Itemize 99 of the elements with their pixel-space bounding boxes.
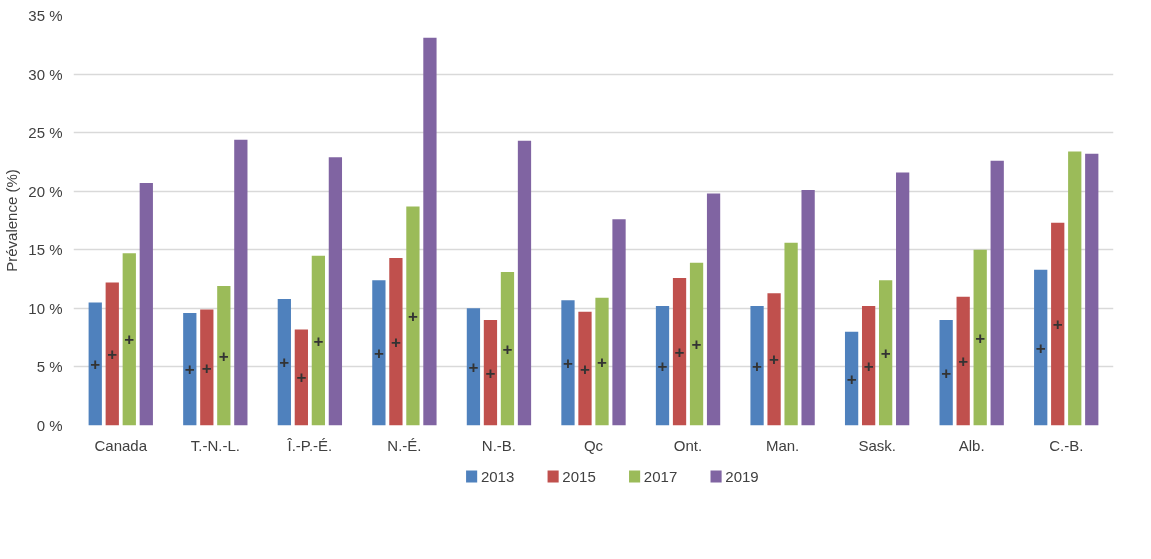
bar (1051, 222, 1065, 426)
bar (612, 219, 626, 426)
bar (423, 37, 437, 426)
bar (183, 313, 197, 426)
x-tick-label: Î.-P.-É. (286, 436, 333, 454)
bar (561, 300, 575, 426)
bar (122, 253, 136, 426)
data-label: + (563, 353, 574, 373)
bar (1034, 269, 1048, 426)
bar (801, 190, 815, 426)
y-tick-label: 15 % (28, 241, 63, 259)
bar (672, 277, 687, 426)
legend-label: 2017 (643, 467, 678, 485)
bar (861, 306, 876, 426)
bar (88, 302, 102, 426)
bar (466, 308, 481, 426)
y-tick-label: 10 % (28, 299, 63, 317)
x-tick-label: Canada (94, 436, 148, 454)
legend-label: 2019 (725, 467, 759, 485)
bar (372, 280, 386, 426)
x-tick-label: Sask. (858, 436, 896, 454)
data-label: + (958, 352, 969, 372)
data-label: + (941, 363, 952, 383)
data-label: + (597, 352, 608, 372)
x-tick-label: Man. (765, 436, 800, 454)
bar (389, 257, 403, 426)
data-label: + (580, 359, 591, 379)
data-label: + (201, 358, 212, 378)
bar (578, 311, 592, 426)
data-label: + (1035, 338, 1046, 358)
bar (217, 286, 231, 426)
data-label: + (468, 357, 479, 377)
bar (294, 329, 308, 426)
data-label: + (657, 356, 668, 376)
data-label: + (975, 328, 986, 348)
bar (973, 249, 987, 426)
data-label: + (218, 346, 229, 366)
bar (328, 157, 343, 426)
bar (483, 320, 498, 426)
bar (1085, 153, 1099, 426)
bar (234, 139, 248, 426)
data-label: + (373, 343, 384, 363)
bar (139, 183, 153, 426)
data-label: + (863, 356, 874, 376)
bar (105, 282, 119, 426)
bar (939, 320, 953, 426)
data-label: + (90, 355, 101, 374)
bar (990, 160, 1004, 426)
data-label: + (752, 356, 763, 376)
data-label: + (279, 353, 290, 373)
data-label: + (107, 345, 118, 365)
bar (767, 293, 781, 426)
legend-label: 2013 (480, 467, 515, 485)
bar (689, 262, 704, 426)
y-tick-label: 0 % (36, 417, 63, 434)
data-label: + (296, 368, 307, 388)
bar (277, 298, 291, 426)
bar (311, 255, 326, 426)
bar (595, 297, 609, 426)
y-tick-label: 35 % (28, 7, 63, 24)
x-tick-label: Alb. (958, 436, 985, 454)
bar (784, 242, 798, 426)
bar (655, 306, 670, 426)
bar (956, 296, 970, 426)
y-tick-label: 20 % (28, 182, 63, 200)
data-label: + (769, 350, 780, 370)
x-tick-label: C.-B. (1049, 436, 1084, 454)
y-axis-title: Prévalence (%) (3, 169, 21, 272)
data-label: + (485, 363, 496, 383)
x-tick-label: Ont. (673, 436, 703, 454)
data-label: + (691, 335, 702, 355)
data-label: + (407, 306, 418, 326)
bar (844, 331, 859, 426)
y-tick-label: 25 % (28, 124, 63, 142)
data-label: + (124, 330, 135, 350)
bar (879, 280, 893, 426)
bar (517, 140, 532, 426)
bar (750, 306, 764, 426)
legend-label: 2015 (562, 467, 596, 485)
data-label: + (184, 360, 195, 380)
x-tick-label: N.-B. (481, 436, 517, 454)
bar (706, 193, 721, 426)
data-label: + (880, 343, 891, 363)
y-tick-label: 30 % (28, 65, 63, 83)
x-tick-label: Qc (583, 436, 604, 454)
data-label: + (846, 369, 857, 389)
data-label: + (313, 331, 324, 351)
data-label: + (1052, 315, 1063, 335)
bar (406, 206, 420, 426)
bar (896, 172, 910, 426)
x-tick-label: N.-É. (387, 436, 422, 454)
y-tick-label: 5 % (36, 358, 63, 376)
data-label: + (502, 339, 513, 359)
bar (500, 272, 515, 426)
x-tick-label: T.-N.-L. (190, 436, 240, 454)
data-label: + (390, 332, 401, 352)
bar (1068, 151, 1082, 426)
bar (200, 309, 214, 426)
data-label: + (674, 342, 685, 362)
